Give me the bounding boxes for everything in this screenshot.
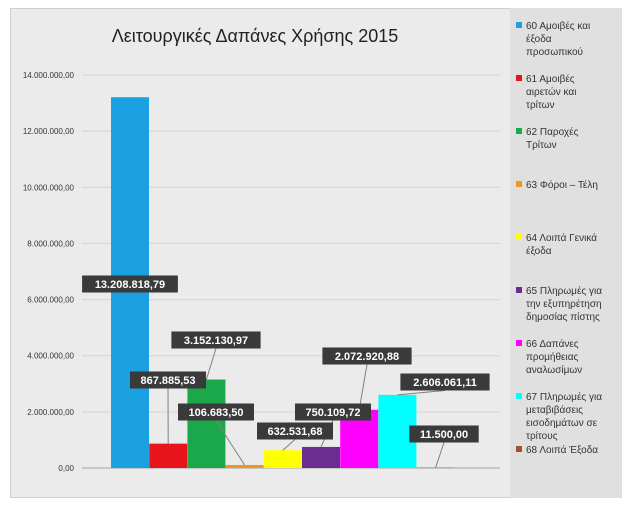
y-tick-label: 6.000.000,00 [27, 296, 74, 305]
y-tick-label: 14.000.000,00 [23, 71, 75, 80]
data-label-box [82, 275, 178, 293]
legend-entry: τρίτων [526, 99, 554, 111]
label-leader-line [358, 364, 368, 410]
legend-swatch [516, 75, 522, 81]
legend-entry: την εξυπηρέτηση [526, 298, 602, 310]
legend-swatch [516, 287, 522, 293]
label-leader-line [205, 348, 217, 380]
data-label-box [295, 403, 371, 421]
y-tick-label: 10.000.000,00 [23, 183, 75, 192]
data-label-box [171, 331, 261, 349]
chart-title: Λειτουργικές Δαπάνες Χρήσης 2015 [112, 26, 399, 46]
legend-entry: 64 Λοιπά Γενικά [526, 232, 597, 244]
y-tick-label: 8.000.000,00 [27, 239, 74, 248]
y-tick-label: 12.000.000,00 [23, 127, 75, 136]
legend-entry: προσωπικού [526, 46, 583, 58]
label-leader-line [215, 420, 246, 466]
legend-swatch [516, 181, 522, 187]
data-label: 632.531,68 [267, 426, 322, 438]
data-label-box [178, 403, 254, 421]
label-leader-line [397, 390, 446, 396]
legend-entry: δημοσίας πίστης [526, 311, 600, 323]
legend-entry: προμήθειας [526, 351, 578, 363]
legend-entry: αιρετών και [526, 86, 576, 98]
legend-entry: αναλωσίμων [526, 364, 582, 376]
bar [225, 465, 264, 468]
legend-swatch [516, 393, 522, 399]
legend-entry: μεταβιβάσεις [526, 404, 583, 416]
data-label-box [322, 347, 412, 365]
bar [263, 450, 302, 468]
label-leader-line [282, 439, 296, 451]
data-label: 3.152.130,97 [184, 335, 248, 347]
data-label: 13.208.818,79 [95, 279, 165, 291]
legend-entry: 66 Δαπάνες [526, 338, 579, 350]
data-label-box [409, 425, 479, 443]
gridlines [82, 74, 500, 469]
data-label: 750.109,72 [305, 407, 360, 419]
data-label-box [257, 422, 333, 440]
data-label: 11.500,00 [420, 429, 468, 441]
legend-swatch [516, 340, 522, 346]
data-label: 106.683,50 [188, 407, 243, 419]
legend-entry: έξοδα [526, 33, 552, 45]
legend-entry: εισοδημάτων σε [526, 417, 598, 429]
y-tick-label: 0,00 [58, 464, 74, 473]
label-leader-line [435, 442, 445, 468]
data-label: 867.885,53 [140, 375, 195, 387]
legend-entry: 65 Πληρωμές για [526, 285, 602, 297]
legend-entry: τρίτους [526, 430, 558, 442]
legend-entry: 67 Πληρωμές για [526, 391, 602, 403]
bar [187, 379, 226, 468]
y-tick-label: 2.000.000,00 [27, 408, 74, 417]
bars [111, 97, 455, 468]
y-axis-ticks: 0,00 2.000.000,00 4.000.000,00 6.000.000,00… [23, 71, 75, 473]
legend-swatch [516, 446, 522, 452]
data-label-box [130, 371, 206, 389]
legend-swatch [516, 234, 522, 240]
legend-entry: 60 Αμοιβές και [526, 20, 590, 32]
legend-entry: 61 Αμοιβές [526, 73, 575, 85]
y-tick-label: 4.000.000,00 [27, 352, 74, 361]
legend-entry: Τρίτων [526, 139, 557, 151]
bar [149, 443, 188, 468]
legend-swatch [516, 22, 522, 28]
legend-entry: 63 Φόροι – Τέλη [526, 179, 598, 191]
legend-entry: 68 Λοιπά Έξοδα [526, 444, 598, 456]
data-label: 2.072.920,88 [335, 351, 399, 363]
legend-entry: 62 Παροχές [526, 126, 579, 138]
data-label: 2.606.061,11 [413, 377, 477, 389]
data-labels: 13.208.818,79 867.885,53 3.152.130,97 106.6… [82, 275, 490, 443]
bar [302, 446, 340, 468]
legend-panel [510, 8, 622, 498]
legend-entry: έξοδα [526, 245, 552, 257]
legend-swatch [516, 128, 522, 134]
data-label-box [400, 373, 490, 391]
